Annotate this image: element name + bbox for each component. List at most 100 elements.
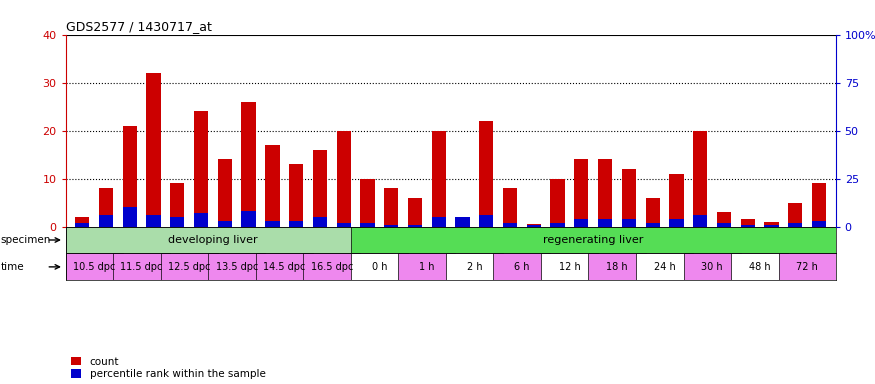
Bar: [589, 253, 646, 280]
Bar: [265, 145, 279, 227]
Text: developing liver: developing liver: [168, 235, 258, 245]
Bar: [312, 217, 327, 227]
Text: 48 h: 48 h: [749, 262, 770, 272]
Bar: [731, 253, 788, 280]
Text: GDS2577 / 1430717_at: GDS2577 / 1430717_at: [66, 20, 212, 33]
Bar: [527, 225, 541, 227]
Bar: [360, 223, 374, 227]
Bar: [683, 253, 740, 280]
Bar: [351, 253, 408, 280]
Bar: [218, 221, 232, 227]
Bar: [161, 253, 218, 280]
Bar: [75, 217, 89, 227]
Bar: [598, 219, 612, 227]
Bar: [646, 223, 660, 227]
Bar: [408, 198, 422, 227]
Legend: count, percentile rank within the sample: count, percentile rank within the sample: [71, 357, 265, 379]
Bar: [289, 164, 304, 227]
Bar: [384, 188, 398, 227]
Bar: [717, 223, 731, 227]
Bar: [384, 225, 398, 227]
Bar: [194, 213, 208, 227]
Bar: [669, 174, 683, 227]
Bar: [812, 221, 826, 227]
Bar: [693, 215, 707, 227]
Bar: [788, 223, 802, 227]
Bar: [304, 253, 360, 280]
Bar: [455, 217, 470, 227]
Bar: [717, 212, 731, 227]
Bar: [337, 131, 351, 227]
Bar: [574, 159, 589, 227]
Bar: [503, 223, 517, 227]
Bar: [622, 169, 636, 227]
Text: time: time: [1, 262, 24, 272]
Text: 12.5 dpc: 12.5 dpc: [168, 262, 211, 272]
Bar: [242, 211, 256, 227]
Bar: [693, 131, 707, 227]
Bar: [598, 159, 612, 227]
Bar: [765, 225, 779, 227]
Bar: [255, 253, 312, 280]
Bar: [527, 224, 541, 227]
Bar: [740, 219, 755, 227]
Bar: [99, 188, 113, 227]
Bar: [66, 227, 360, 253]
Bar: [171, 184, 185, 227]
Bar: [351, 227, 836, 253]
Bar: [360, 179, 374, 227]
Text: 16.5 dpc: 16.5 dpc: [311, 262, 353, 272]
Text: 72 h: 72 h: [796, 262, 818, 272]
Bar: [480, 121, 494, 227]
Bar: [66, 253, 123, 280]
Bar: [265, 221, 279, 227]
Text: specimen: specimen: [1, 235, 52, 245]
Text: regenerating liver: regenerating liver: [543, 235, 643, 245]
Bar: [431, 217, 446, 227]
Bar: [503, 188, 517, 227]
Text: 13.5 dpc: 13.5 dpc: [215, 262, 258, 272]
Bar: [788, 203, 802, 227]
Text: 2 h: 2 h: [466, 262, 482, 272]
Bar: [493, 253, 550, 280]
Bar: [289, 221, 304, 227]
Bar: [812, 184, 826, 227]
Bar: [455, 222, 470, 227]
Bar: [337, 223, 351, 227]
Bar: [312, 150, 327, 227]
Bar: [123, 126, 136, 227]
Bar: [146, 73, 161, 227]
Bar: [574, 219, 589, 227]
Text: 30 h: 30 h: [701, 262, 723, 272]
Bar: [99, 215, 113, 227]
Bar: [541, 253, 598, 280]
Text: 12 h: 12 h: [558, 262, 580, 272]
Text: 18 h: 18 h: [606, 262, 627, 272]
Text: 10.5 dpc: 10.5 dpc: [73, 262, 116, 272]
Text: 0 h: 0 h: [372, 262, 387, 272]
Bar: [113, 253, 171, 280]
Bar: [242, 102, 256, 227]
Bar: [622, 219, 636, 227]
Bar: [636, 253, 693, 280]
Bar: [408, 225, 422, 227]
Text: 11.5 dpc: 11.5 dpc: [121, 262, 163, 272]
Bar: [194, 111, 208, 227]
Bar: [669, 219, 683, 227]
Bar: [431, 131, 446, 227]
Text: 24 h: 24 h: [654, 262, 676, 272]
Bar: [765, 222, 779, 227]
Bar: [146, 215, 161, 227]
Bar: [550, 223, 564, 227]
Bar: [218, 159, 232, 227]
Bar: [398, 253, 455, 280]
Bar: [171, 217, 185, 227]
Bar: [480, 215, 494, 227]
Text: 1 h: 1 h: [419, 262, 435, 272]
Bar: [550, 179, 564, 227]
Bar: [646, 198, 660, 227]
Bar: [208, 253, 265, 280]
Text: 6 h: 6 h: [514, 262, 529, 272]
Bar: [779, 253, 836, 280]
Bar: [123, 207, 136, 227]
